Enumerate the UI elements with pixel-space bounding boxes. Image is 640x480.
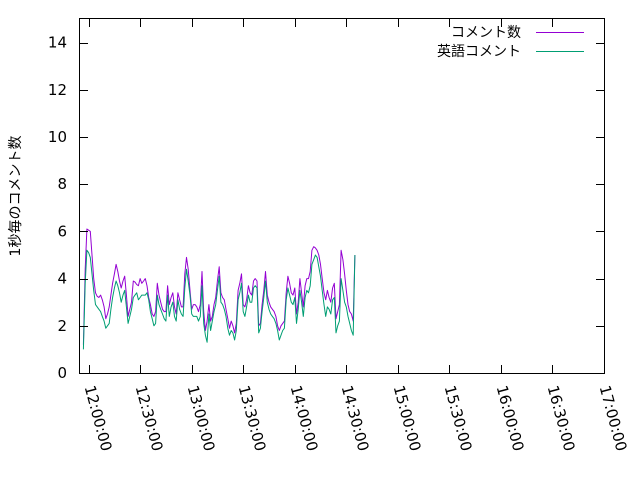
y-axis-label: 1秒毎のコメント数 <box>8 136 24 257</box>
y-tick-label-4: 4 <box>57 270 67 288</box>
y-axis: 0 2 4 6 8 10 12 14 <box>48 34 604 382</box>
legend: コメント数 英語コメント <box>437 25 584 60</box>
y-tick-label-14: 14 <box>48 34 67 52</box>
series-line-1 <box>82 228 356 345</box>
series-line-2 <box>82 249 356 350</box>
plot-frame <box>79 18 605 374</box>
y-tick-label-6: 6 <box>57 222 67 240</box>
y-tick-label-8: 8 <box>57 175 67 193</box>
legend-label-series-2: 英語コメント <box>437 43 521 60</box>
legend-label-series-1: コメント数 <box>451 25 521 41</box>
y-tick-label-12: 12 <box>48 81 67 99</box>
y-tick-label-0: 0 <box>57 364 67 382</box>
series-layer <box>82 228 356 350</box>
y-tick-label-10: 10 <box>48 128 67 146</box>
y-tick-label-2: 2 <box>57 317 67 335</box>
